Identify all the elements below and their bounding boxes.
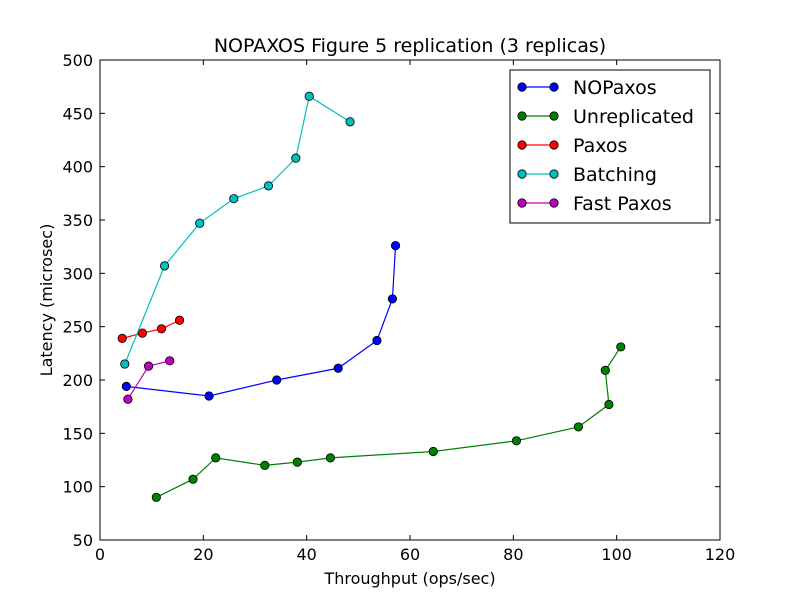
series-fast-paxos (123, 356, 175, 404)
data-point-unreplicated (604, 399, 614, 410)
data-point-batching (120, 359, 130, 369)
data-point-unreplicated (260, 460, 270, 470)
legend-label: Fast Paxos (573, 193, 672, 215)
y-tick-label: 500 (62, 51, 93, 70)
legend-item-batching: Batching (517, 164, 657, 186)
x-tick-label: 40 (296, 545, 316, 564)
x-axis-title: Throughput (ops/sec) (323, 569, 495, 588)
data-point-nopaxos (333, 363, 343, 373)
data-point-batching (195, 218, 205, 228)
tick-layer: 0 20 40 60 80 100 120 50 100 150 200 250 300 350 400 45… (62, 51, 735, 564)
x-tick-label: 120 (705, 545, 736, 564)
data-point-nopaxos (204, 391, 214, 401)
legend-label: Unreplicated (573, 106, 694, 128)
legend-marker (517, 169, 527, 179)
series-nopaxos (121, 241, 401, 401)
data-point-nopaxos (372, 335, 382, 346)
data-point-fast-paxos (123, 394, 133, 404)
legend-marker (549, 169, 559, 179)
legend-marker (517, 111, 527, 121)
data-point-unreplicated (325, 453, 336, 463)
x-tick-label: 20 (193, 545, 213, 564)
data-point-batching (263, 181, 274, 191)
x-tick-label: 60 (400, 545, 420, 564)
data-point-unreplicated (511, 436, 522, 446)
data-point-fast-paxos (143, 361, 154, 371)
y-tick-label: 50 (73, 531, 93, 550)
chart-title: NOPAXOS Figure 5 replication (3 replicas… (214, 35, 606, 57)
data-point-unreplicated (188, 474, 198, 484)
data-point-unreplicated (600, 365, 610, 375)
data-point-batching (291, 153, 301, 163)
y-tick-label: 400 (62, 158, 93, 177)
series-line-batching (124, 95, 351, 365)
data-point-paxos (156, 324, 167, 334)
data-point-nopaxos (121, 381, 131, 391)
x-tick-label: 0 (95, 545, 105, 564)
data-point-paxos (174, 315, 185, 325)
legend-marker (549, 140, 559, 150)
y-tick-label: 450 (62, 104, 93, 123)
legend-item-paxos: Paxos (517, 135, 627, 157)
data-point-paxos (137, 328, 147, 338)
data-point-unreplicated (292, 457, 302, 467)
y-tick-label: 350 (62, 211, 93, 230)
legend-label: Paxos (573, 135, 627, 157)
y-tick-label: 150 (62, 424, 93, 443)
data-point-batching (229, 194, 239, 204)
data-point-unreplicated (151, 492, 161, 502)
data-point-paxos (117, 333, 127, 343)
data-point-batching (304, 91, 314, 101)
x-tick-label: 100 (601, 545, 632, 564)
series-paxos (117, 315, 185, 343)
y-axis-title: Latency (microsec) (37, 224, 56, 377)
y-tick-label: 250 (62, 318, 93, 337)
series-batching (120, 91, 355, 369)
legend-item-fast-paxos: Fast Paxos (517, 193, 672, 215)
data-point-nopaxos (272, 375, 282, 385)
legend-marker (517, 198, 527, 208)
data-point-nopaxos (390, 241, 401, 251)
legend-label: NOPaxos (573, 77, 657, 99)
legend-label: Batching (573, 164, 657, 186)
data-point-unreplicated (573, 422, 584, 432)
data-point-nopaxos (387, 294, 398, 304)
legend-marker (549, 198, 559, 208)
legend-marker (549, 82, 559, 92)
data-point-batching (345, 117, 355, 127)
data-point-unreplicated (616, 342, 626, 352)
series-line-unreplicated (156, 346, 622, 498)
series-layer (117, 91, 626, 502)
x-tick-label: 80 (503, 545, 523, 564)
data-point-batching (159, 261, 170, 271)
legend: NOPaxos Unreplicated Paxos Batching Fast Pax… (509, 69, 711, 224)
legend-marker (517, 140, 527, 150)
y-tick-label: 300 (62, 264, 93, 283)
legend-frame (509, 69, 711, 224)
data-point-unreplicated (211, 453, 221, 463)
y-tick-label: 200 (62, 371, 93, 390)
data-point-fast-paxos (165, 356, 175, 366)
legend-item-unreplicated: Unreplicated (517, 106, 694, 128)
data-point-unreplicated (428, 446, 438, 457)
series-unreplicated (151, 342, 626, 502)
y-tick-label: 100 (62, 478, 93, 497)
series-line-paxos (122, 319, 180, 339)
legend-item-nopaxos: NOPaxos (517, 77, 657, 99)
legend-marker (549, 111, 559, 121)
legend-marker (517, 82, 527, 92)
